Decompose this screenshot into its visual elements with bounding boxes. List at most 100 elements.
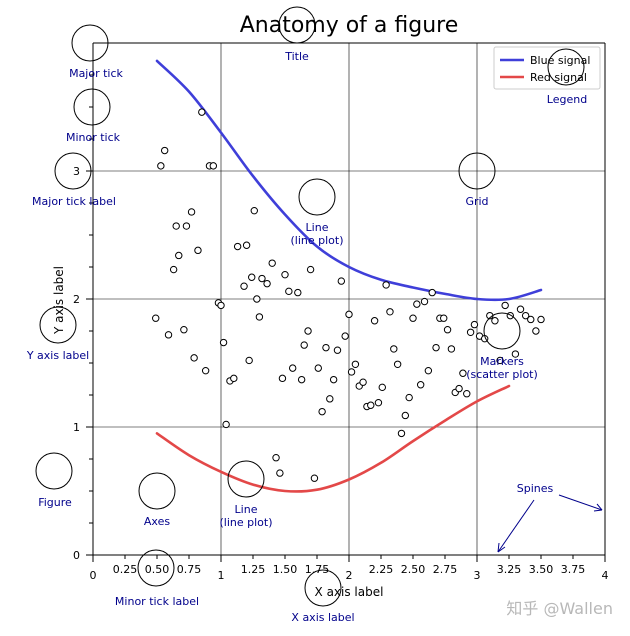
scatter-point xyxy=(294,288,302,297)
scatter-point xyxy=(390,345,398,353)
scatter-point xyxy=(219,338,228,347)
minor-tick-label-x: 0.50 xyxy=(145,563,170,576)
legend-ring xyxy=(547,48,585,86)
minor-tick-label-annotation: Minor tick label xyxy=(115,595,199,608)
line-plot-bottom-annotation: Line xyxy=(235,503,258,516)
scatter-point xyxy=(459,369,467,377)
scatter-point xyxy=(409,314,417,322)
scatter-point xyxy=(314,364,322,372)
legend-box xyxy=(493,46,601,90)
axes-annotation: Axes xyxy=(144,515,170,528)
minor-tick-label-x: 1.50 xyxy=(273,563,298,576)
scatter-point xyxy=(300,341,308,349)
scatter-point xyxy=(217,301,225,310)
scatter-point xyxy=(278,374,287,383)
major-tick-label-y: 2 xyxy=(73,293,80,306)
major-tick-label-x: 3 xyxy=(474,569,481,582)
scatter-point xyxy=(329,375,338,384)
scatter-point xyxy=(521,311,530,320)
markers-ring xyxy=(483,312,521,350)
scatter-point xyxy=(447,345,456,353)
markers-annotation: (scatter plot) xyxy=(466,368,538,381)
scatter-point xyxy=(440,314,448,322)
scatter-point xyxy=(413,300,421,308)
minor-tick-label-x: 1.25 xyxy=(241,563,266,576)
scatter-point xyxy=(281,270,289,279)
scatter-point xyxy=(506,311,514,320)
scatter-point xyxy=(304,327,312,335)
scatter-point xyxy=(470,320,479,329)
line-plot-top-annotation: (line plot) xyxy=(290,234,343,247)
figure-ring xyxy=(35,452,73,490)
scatter-point xyxy=(374,398,383,407)
scatter-point xyxy=(180,326,188,334)
legend-entry: Red signal xyxy=(530,71,587,84)
major-tick-ring xyxy=(71,24,109,62)
grid-annotation: Grid xyxy=(465,195,488,208)
scatter-point xyxy=(198,108,206,116)
chart-title: Anatomy of a figure xyxy=(240,13,459,38)
scatter-point xyxy=(190,354,198,362)
y-axis-label-ring xyxy=(39,306,77,344)
scatter-point xyxy=(201,366,210,375)
scatter-point xyxy=(250,206,258,215)
scatter-point xyxy=(351,360,360,368)
scatter-point xyxy=(337,277,346,285)
red-signal-line xyxy=(155,384,511,493)
scatter-point xyxy=(268,259,276,267)
scatter-point xyxy=(263,279,271,288)
minor-tick-ring xyxy=(73,88,111,126)
major-tick-label-annotation: Major tick label xyxy=(32,195,116,208)
major-tick-label-ring xyxy=(54,152,92,190)
minor-tick-label-x: 3.25 xyxy=(497,563,522,576)
spines-arrowhead-right xyxy=(593,503,603,512)
scatter-point xyxy=(172,222,180,230)
minor-tick-label-x: 2.50 xyxy=(401,563,426,576)
major-tick-label-y: 0 xyxy=(73,549,80,562)
figure-annotation: Figure xyxy=(38,496,72,509)
scatter-point xyxy=(432,343,440,352)
scatter-point xyxy=(345,310,353,319)
scatter-point xyxy=(532,327,540,335)
scatter-point xyxy=(370,317,379,325)
legend: Blue signal Red signal xyxy=(493,46,601,90)
spines-arrow-right xyxy=(558,494,603,511)
y-axis-label-annotation: Y axis label xyxy=(26,349,89,362)
spines-arrowhead-left xyxy=(497,542,506,553)
major-tick-label-y: 1 xyxy=(73,421,80,434)
grid-ring xyxy=(458,152,496,190)
scatter-layer xyxy=(152,108,545,482)
minor-tick-label-x: 3.75 xyxy=(561,563,586,576)
line-plot-bottom-annotation: (line plot) xyxy=(219,516,272,529)
scatter-point xyxy=(242,241,251,249)
minor-tick-label-ring xyxy=(137,549,175,587)
minor-tick-annotation: Minor tick xyxy=(66,131,121,144)
scatter-point xyxy=(209,162,218,170)
scatter-point xyxy=(160,146,169,155)
scatter-point xyxy=(397,429,406,438)
scatter-point xyxy=(537,315,545,324)
scatter-point xyxy=(455,384,463,393)
scatter-point xyxy=(255,313,264,321)
scatter-point xyxy=(428,288,436,297)
scatter-point xyxy=(401,411,410,420)
x-axis-label: X axis label xyxy=(315,585,384,599)
scatter-point xyxy=(310,474,319,482)
minor-tick-label-x: 3.50 xyxy=(529,563,554,576)
minor-tick-label-x: 2.25 xyxy=(369,563,394,576)
scatter-point xyxy=(347,368,356,376)
scatter-point xyxy=(466,328,475,336)
ticks: 0 1 2 3 4 0.25 0.50 0.75 1.25 1.50 1.75 2.25 2.50 2.7… xyxy=(73,74,609,582)
scatter-point xyxy=(496,356,504,365)
scatter-point xyxy=(322,343,330,352)
scatter-point xyxy=(233,242,242,251)
scatter-point xyxy=(382,281,390,289)
scatter-point xyxy=(420,297,429,306)
scatter-point xyxy=(386,308,394,316)
legend-annotation: Legend xyxy=(547,93,587,106)
x-axis-label-annotation: X axis label xyxy=(291,611,354,624)
major-tick-label-x: 0 xyxy=(90,569,97,582)
scatter-point xyxy=(152,314,160,322)
scatter-point xyxy=(194,246,202,255)
